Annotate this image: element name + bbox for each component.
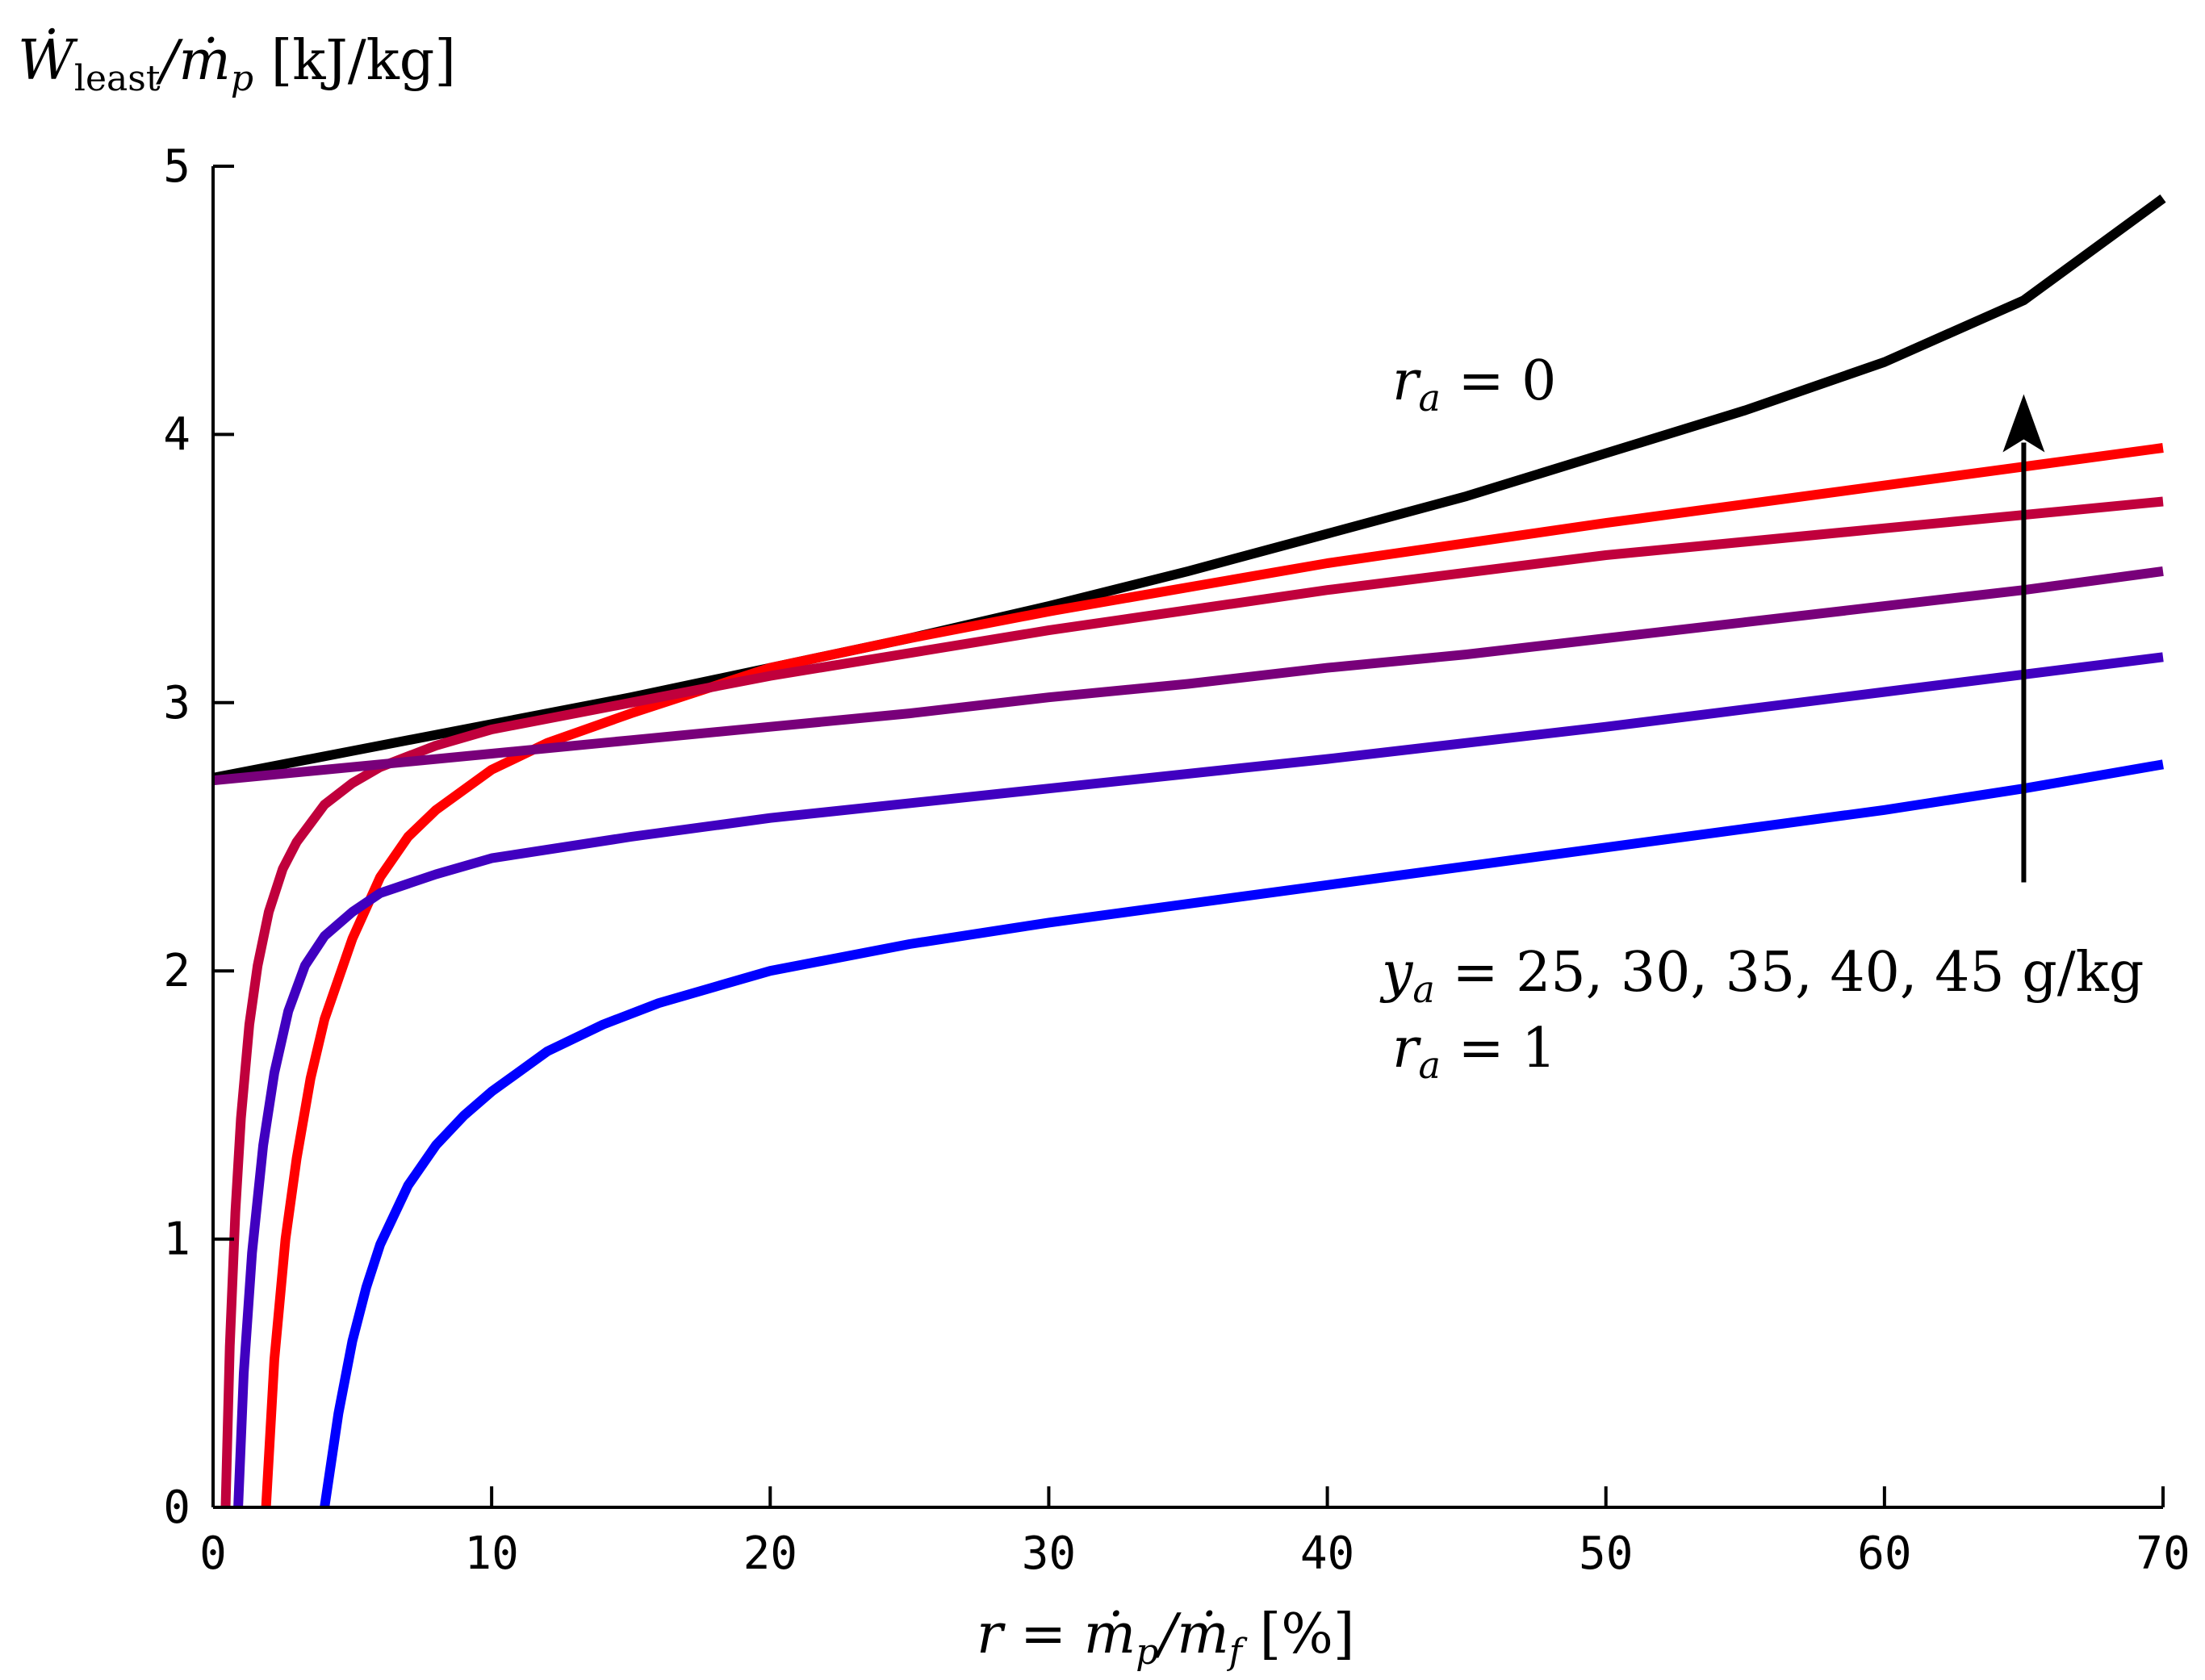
x-tick-label: 40 — [1300, 1527, 1354, 1580]
series-line-5 — [233, 652, 2164, 1508]
y-title-mid: /ṁ — [156, 29, 231, 93]
y-tick-label: 3 — [163, 677, 190, 729]
x-tick-label: 30 — [1022, 1527, 1076, 1580]
series-line-1 — [211, 194, 2166, 783]
y-axis-ticks: 0 1 2 3 4 5 — [163, 140, 234, 1534]
ann-ya-var: y — [1379, 941, 1414, 1005]
ann-ra1-sub: a — [1419, 1043, 1441, 1087]
x-tick-label: 20 — [743, 1527, 797, 1580]
x-title-pre: r = ṁ — [977, 1603, 1136, 1666]
y-tick-label: 5 — [163, 140, 190, 193]
y-title-sub2: p — [231, 58, 253, 99]
annotation-ya: ya = 25, 30, 35, 40, 45 g/kg — [1379, 941, 2144, 1011]
annotation-ra1: ra = 1 — [1392, 1017, 1556, 1087]
y-tick-label: 2 — [163, 945, 190, 997]
x-title-unit: [%] — [1242, 1603, 1354, 1666]
ann-ra1-var: r — [1392, 1017, 1421, 1080]
y-tick-label: 4 — [163, 408, 190, 461]
series-line-3 — [220, 496, 2164, 1508]
x-axis-ticks: 0 10 20 30 40 50 60 70 — [199, 1486, 2190, 1580]
y-tick-label: 1 — [163, 1214, 190, 1266]
annotation-ra0: ra = 0 — [1392, 349, 1556, 420]
ann-ra0-var: r — [1392, 349, 1421, 413]
series-line-4 — [212, 566, 2164, 786]
x-tick-label: 70 — [2136, 1527, 2190, 1580]
arrow-head — [2002, 394, 2045, 453]
y-tick-label: 0 — [163, 1481, 190, 1534]
ann-ya-sub: a — [1412, 967, 1434, 1011]
plot-area — [211, 194, 2166, 1508]
ann-ra1-rest: = 1 — [1441, 1017, 1556, 1080]
x-title-sub1: p — [1136, 1632, 1158, 1673]
ann-ya-rest: = 25, 30, 35, 40, 45 g/kg — [1435, 941, 2144, 1005]
x-tick-label: 10 — [464, 1527, 518, 1580]
series-line-2 — [261, 443, 2164, 1508]
x-title-mid: /ṁ — [1153, 1603, 1228, 1666]
y-axis-title: Ẇleast/ṁp [kJ/kg] — [18, 28, 456, 99]
y-title-sub: least — [74, 58, 161, 99]
ann-ra0-sub: a — [1419, 376, 1441, 420]
y-title-unit: [kJ/kg] — [253, 29, 456, 93]
x-axis-title: r = ṁp/ṁf [%] — [977, 1603, 1354, 1673]
series-line-6 — [320, 759, 2165, 1508]
ann-ra0-rest: = 0 — [1441, 349, 1556, 413]
y-title-main: Ẇ — [18, 28, 78, 93]
x-tick-label: 50 — [1579, 1527, 1633, 1580]
x-tick-label: 0 — [199, 1527, 227, 1580]
x-tick-label: 60 — [1857, 1527, 1911, 1580]
